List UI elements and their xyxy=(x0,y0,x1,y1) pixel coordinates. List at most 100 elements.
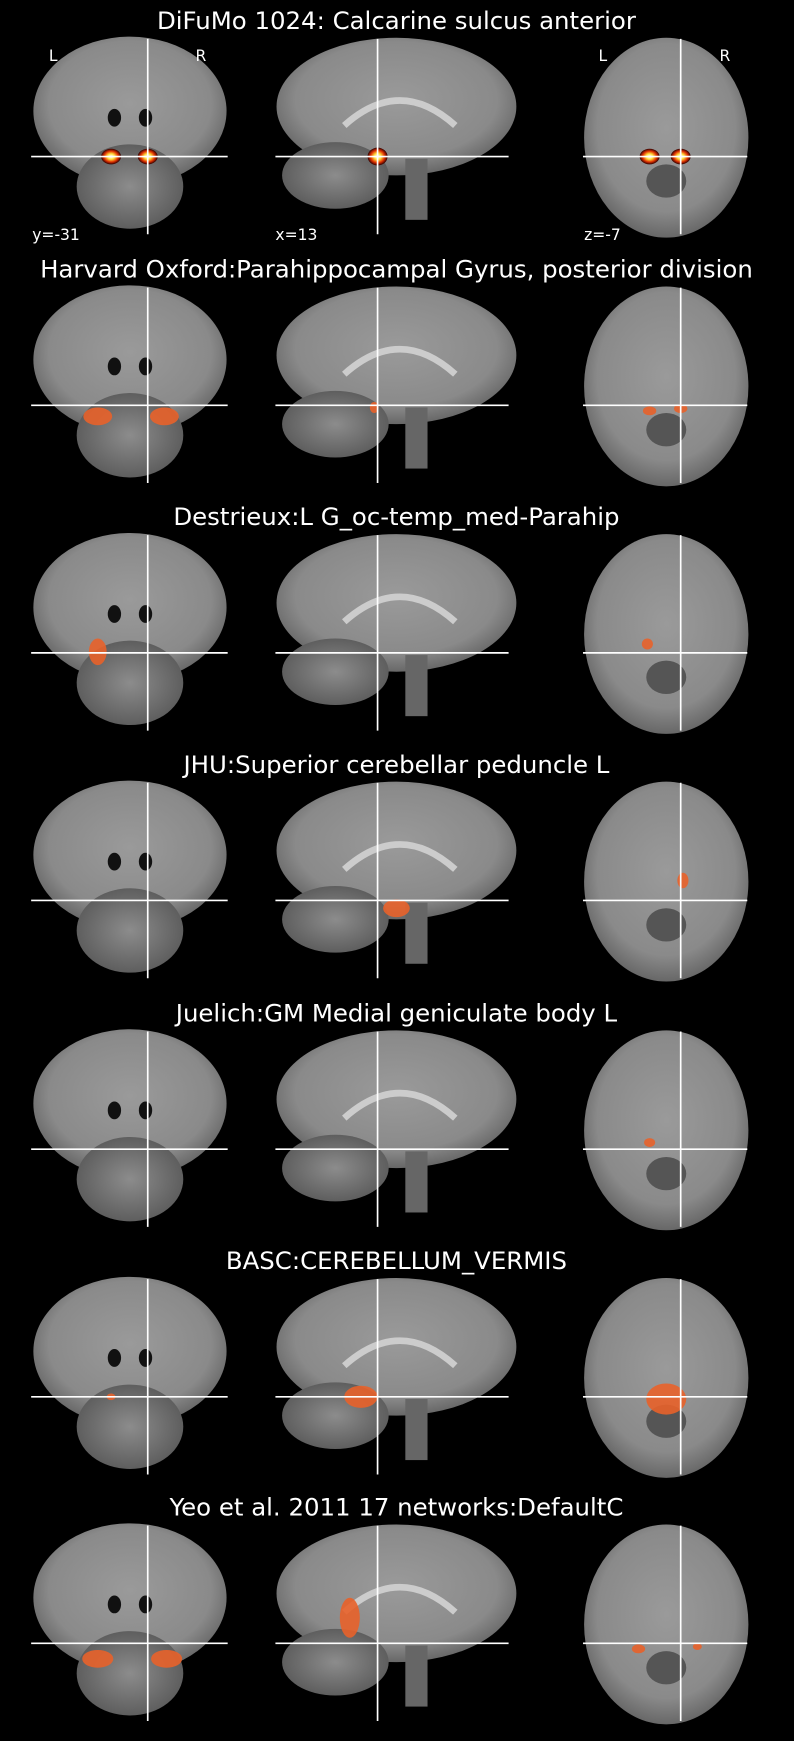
cerebellum-coronal xyxy=(76,1136,184,1222)
ventricle xyxy=(138,852,153,871)
activation xyxy=(82,1649,114,1668)
brain-axial xyxy=(584,1277,749,1478)
cut-coordinate: x=13 xyxy=(275,226,317,244)
brain-axial xyxy=(584,1030,749,1231)
brain-axial xyxy=(584,1524,749,1725)
corpus-callosum xyxy=(342,841,458,872)
brainstem xyxy=(405,1151,428,1213)
cerebellum-sagittal xyxy=(282,886,389,953)
ventricle xyxy=(138,1349,153,1367)
orientation-label: L xyxy=(599,47,608,65)
brainstem xyxy=(405,1399,428,1461)
cut-coordinate: z=-7 xyxy=(584,226,621,244)
ventricle xyxy=(138,357,153,376)
panel: BASC:CEREBELLUM_VERMIS xyxy=(31,1246,749,1478)
panel-title: JHU:Superior cerebellar peduncle L xyxy=(181,750,609,779)
brain-sagittal xyxy=(276,37,517,176)
brain-coronal xyxy=(33,36,227,186)
brain-axial xyxy=(584,286,749,487)
cerebellum-coronal xyxy=(76,1384,184,1469)
brain-axial xyxy=(584,534,749,734)
activation xyxy=(642,406,657,416)
panel: JHU:Superior cerebellar peduncle L xyxy=(31,750,749,982)
panel-title: Yeo et al. 2011 17 networks:DefaultC xyxy=(168,1493,623,1522)
panel-title: Harvard Oxford:Parahippocampal Gyrus, po… xyxy=(40,255,753,284)
activation xyxy=(692,1643,702,1650)
brain-coronal xyxy=(33,1523,227,1673)
panel: DiFuMo 1024: Calcarine sulcus anterior L R… xyxy=(31,6,749,244)
activation xyxy=(383,899,410,918)
activation xyxy=(339,1597,360,1638)
brain-axial xyxy=(584,781,749,982)
brain-sagittal xyxy=(276,1277,517,1416)
orientation-label: R xyxy=(720,47,731,65)
panel: Harvard Oxford:Parahippocampal Gyrus, po… xyxy=(31,255,753,487)
panel-title: BASC:CEREBELLUM_VERMIS xyxy=(226,1246,567,1275)
activation xyxy=(677,872,689,889)
midbrain xyxy=(646,1651,687,1685)
cerebellum-sagittal xyxy=(282,1134,389,1202)
midbrain xyxy=(646,164,687,198)
brain-coronal xyxy=(33,780,227,930)
activation xyxy=(88,638,107,666)
cerebellum-sagittal xyxy=(282,390,389,458)
ventricle xyxy=(107,357,122,376)
midbrain xyxy=(646,1404,687,1438)
ventricle xyxy=(138,108,153,127)
corpus-callosum xyxy=(342,97,458,128)
activation xyxy=(641,638,653,650)
panel: Juelich:GM Medial geniculate body L xyxy=(31,999,749,1231)
panel-title: Destrieux:L G_oc-temp_med-Parahip xyxy=(173,502,619,531)
panel-title: DiFuMo 1024: Calcarine sulcus anterior xyxy=(157,6,637,35)
brainstem xyxy=(405,655,428,717)
brainstem xyxy=(405,158,428,220)
brain-coronal xyxy=(33,1276,227,1426)
ventricle xyxy=(107,605,122,623)
midbrain xyxy=(646,413,687,447)
panel: Destrieux:L G_oc-temp_med-Parahip xyxy=(31,502,749,734)
ventricle xyxy=(107,108,122,127)
ventricle xyxy=(138,1101,153,1120)
cerebellum-sagittal xyxy=(282,638,389,706)
brainstem xyxy=(405,407,428,469)
corpus-callosum xyxy=(342,1583,458,1615)
brain-coronal xyxy=(33,285,227,435)
brain-axial xyxy=(584,37,749,238)
corpus-callosum xyxy=(342,1337,458,1369)
ventricle xyxy=(107,1349,122,1367)
ventricle xyxy=(107,1595,122,1614)
midbrain xyxy=(646,1156,687,1191)
cut-coordinate: y=-31 xyxy=(32,226,80,244)
cerebellum-coronal xyxy=(76,144,184,229)
activation xyxy=(644,1138,656,1147)
corpus-callosum xyxy=(342,1089,458,1121)
brainstem xyxy=(405,902,428,964)
activation xyxy=(149,407,179,426)
ventricle xyxy=(138,605,153,623)
brain-sagittal xyxy=(276,534,517,672)
activation xyxy=(83,407,113,426)
brainstem xyxy=(405,1645,428,1707)
brain-coronal xyxy=(33,1029,227,1179)
corpus-callosum xyxy=(342,593,458,625)
orientation-label: L xyxy=(49,47,58,65)
activation xyxy=(646,1383,687,1415)
cerebellum-sagittal xyxy=(282,1628,389,1696)
ventricle xyxy=(138,1595,153,1614)
panel-title: Juelich:GM Medial geniculate body L xyxy=(174,999,618,1028)
ventricle xyxy=(107,852,122,871)
midbrain xyxy=(646,660,687,694)
activation xyxy=(151,1649,183,1668)
cerebellum-sagittal xyxy=(282,142,389,209)
brain-coronal xyxy=(33,532,227,682)
brain-sagittal xyxy=(276,1030,517,1169)
ventricle xyxy=(107,1101,122,1120)
corpus-callosum xyxy=(342,345,458,377)
brain-sagittal xyxy=(276,781,517,920)
midbrain xyxy=(646,908,687,942)
orientation-label: R xyxy=(195,47,206,65)
panel: Yeo et al. 2011 17 networks:DefaultC xyxy=(31,1493,749,1725)
brain-sagittal xyxy=(276,286,517,425)
activation xyxy=(631,1644,646,1654)
